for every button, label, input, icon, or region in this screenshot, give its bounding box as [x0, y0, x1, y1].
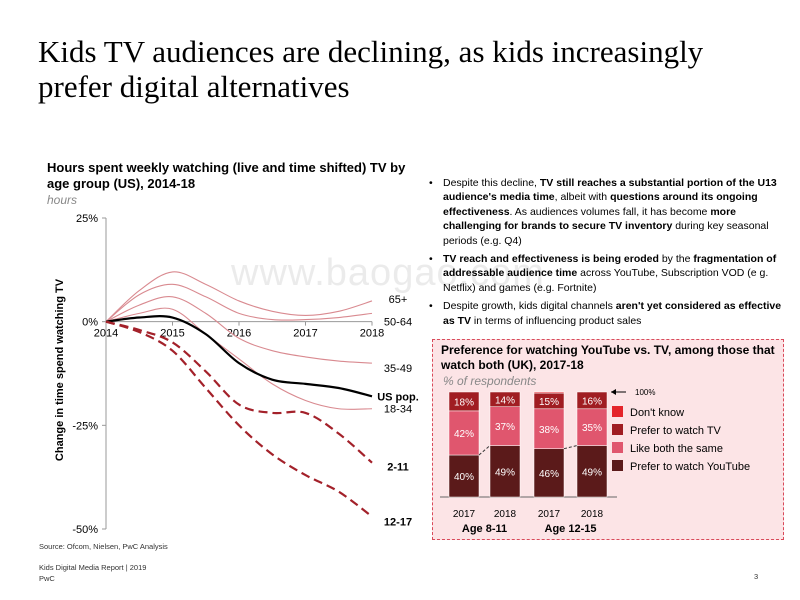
bullet-text: aren't yet considered as effective as TV	[443, 300, 782, 327]
bar-segment	[448, 391, 480, 412]
inset-chart-subtitle: % of respondents	[443, 374, 537, 388]
series-label: 35-49	[384, 363, 412, 375]
connector-line	[563, 445, 578, 450]
bullet-text: in terms of influencing product sales	[471, 314, 642, 327]
bar-segment	[489, 406, 521, 446]
series-line-2-11	[105, 320, 373, 464]
series-label: US pop.	[377, 391, 419, 403]
inset-chart-title: Preference for watching YouTube vs. TV, …	[441, 343, 775, 372]
bar-value-label: 14%	[495, 395, 515, 406]
bar-segment	[533, 408, 565, 449]
page-title: Kids TV audiences are declining, as kids…	[38, 34, 704, 104]
bar-segment	[576, 445, 608, 498]
bullet-item: Despite this decline, TV still reaches a…	[427, 176, 782, 248]
legend-label: Like both the same	[630, 443, 723, 455]
bullet-text: questions around its ongoing effectivene…	[443, 191, 758, 218]
bar-value-label: 16%	[582, 396, 602, 407]
y-tick-label: -50%	[72, 524, 98, 536]
bullet-text: by the	[658, 253, 694, 266]
series-label: 65+	[389, 294, 408, 306]
legend-swatch	[612, 406, 623, 417]
bar-segment	[533, 448, 565, 498]
bar-group-label: Age 8-11	[462, 523, 507, 535]
y-tick-label: -25%	[72, 420, 98, 432]
bar-segment	[489, 391, 521, 407]
bar-value-label: 35%	[582, 423, 602, 434]
x-tick-label: 2018	[360, 328, 384, 340]
bullet-text: Despite growth, kids digital channels	[443, 300, 616, 313]
bar-value-label: 49%	[495, 467, 515, 478]
bullet-text: during key seasonal periods (e.g. Q4)	[443, 220, 769, 247]
bar-category-label: 2017	[453, 509, 476, 520]
series-label: 50-64	[384, 316, 412, 328]
chart-subtitle: hours	[47, 193, 78, 207]
x-tick-label: 2015	[160, 328, 184, 340]
legend-swatch	[612, 424, 623, 435]
bullet-item: TV reach and effectiveness is being erod…	[427, 252, 782, 295]
bullet-item: Despite growth, kids digital channels ar…	[427, 299, 782, 328]
x-tick-label: 2017	[293, 328, 317, 340]
bar-segment	[533, 391, 565, 394]
bar-value-label: 42%	[454, 429, 474, 440]
chart-title: Hours spent weekly watching (live and ti…	[47, 160, 406, 191]
bar-segment	[576, 391, 608, 410]
footer-report: Kids Digital Media Report | 2019	[39, 563, 147, 572]
bar-segment	[448, 410, 480, 456]
series-line-18-34	[105, 307, 373, 410]
bullet-text: , albeit with	[554, 191, 611, 204]
bullet-text: TV still reaches a substantial portion o…	[443, 177, 777, 204]
bullet-text: Despite this decline,	[443, 177, 540, 189]
series-line-12-17	[105, 320, 373, 518]
y-tick-label: 0%	[82, 317, 98, 329]
footer-company: PwC	[39, 574, 55, 583]
connector-line	[478, 445, 491, 456]
bullet-text: . As audiences volumes fall, it has beco…	[509, 205, 711, 218]
bar-category-label: 2018	[494, 509, 517, 520]
bar-segment	[489, 445, 521, 498]
top-marker-label: 100%	[635, 388, 655, 397]
x-tick-label: 2016	[227, 328, 251, 340]
legend-label: Prefer to watch YouTube	[630, 461, 750, 473]
bar-value-label: 15%	[539, 397, 559, 408]
bullet-text: TV reach and effectiveness is being erod…	[443, 253, 659, 266]
bar-value-label: 37%	[495, 422, 515, 433]
series-label: 18-34	[384, 404, 412, 416]
x-tick-label: 2014	[94, 328, 118, 340]
legend-label: Prefer to watch TV	[630, 425, 722, 437]
bar-segment	[576, 408, 608, 446]
bar-value-label: 46%	[539, 469, 559, 480]
bar-value-label: 49%	[582, 467, 602, 478]
series-label: 2-11	[387, 462, 408, 474]
top-marker-arrow	[611, 389, 616, 395]
bullet-text: across YouTube, Subscription VOD (e g. N…	[443, 267, 769, 294]
bullet-text: fragmentation of addressable audience ti…	[443, 253, 777, 280]
page-number: 3	[754, 572, 759, 581]
bar-value-label: 40%	[454, 472, 474, 483]
series-line-35-49	[105, 296, 373, 364]
legend-label: Don't know	[630, 407, 684, 419]
bar-category-label: 2018	[581, 509, 604, 520]
bar-value-label: 38%	[539, 425, 559, 436]
source-note: Source: Ofcom, Nielsen, PwC Analysis	[39, 542, 168, 551]
bar-category-label: 2017	[538, 509, 561, 520]
series-line-50-64	[105, 283, 373, 323]
y-tick-label: 25%	[76, 213, 98, 225]
bar-value-label: 18%	[454, 397, 474, 408]
legend-swatch	[612, 442, 623, 453]
commentary-bullets: Despite this decline, TV still reaches a…	[427, 176, 782, 332]
legend-swatch	[612, 460, 623, 471]
bar-group-label: Age 12-15	[545, 523, 597, 535]
series-line-us-pop-	[105, 315, 373, 398]
series-line-65-	[105, 271, 373, 323]
series-label: 12-17	[384, 517, 412, 529]
bullet-text: more challenging for brands to secure TV…	[443, 205, 737, 233]
